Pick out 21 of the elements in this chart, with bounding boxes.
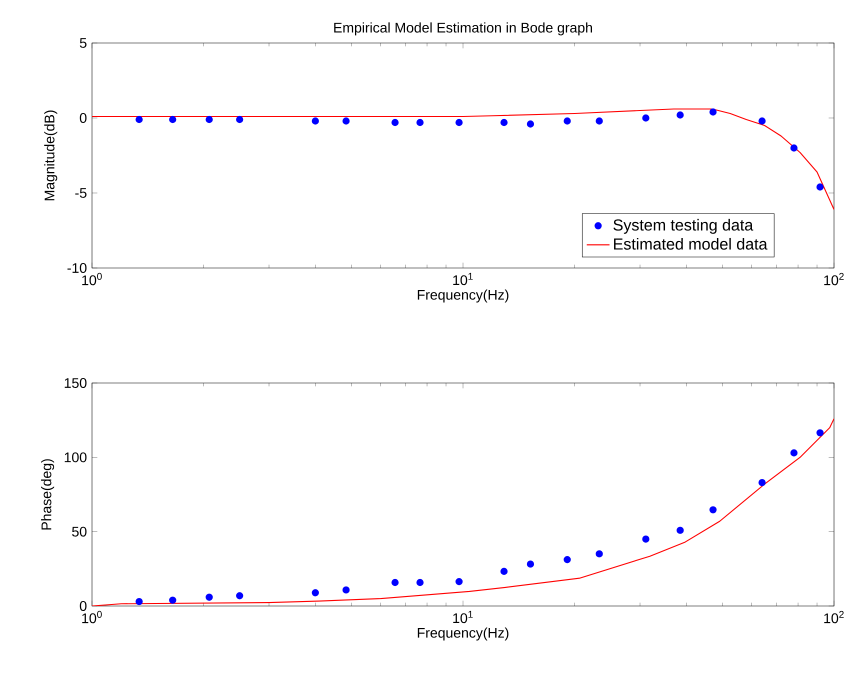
- y-axis-title: Magnitude(dB): [44, 110, 58, 200]
- x-tick-label: 10$^{2}$: [824, 610, 844, 624]
- legend-label: Estimated model data: [614, 238, 768, 250]
- y-tick-label: -10: [67, 263, 87, 273]
- x-tick-label: 10$^{1}$: [453, 272, 473, 286]
- x-tick-label: 10$^{2}$: [824, 272, 844, 286]
- y-tick-label: -5: [75, 188, 86, 198]
- x-tick-label: 10$^{1}$: [453, 610, 473, 624]
- chart-title: Empirical Model Estimation in Bode graph: [334, 22, 592, 36]
- y-tick-label: 50: [72, 526, 87, 537]
- y-axis-title: Phase(deg): [41, 459, 54, 530]
- legend-label: System testing data: [613, 218, 754, 234]
- y-tick-label: 0: [80, 113, 87, 123]
- y-tick-label: 5: [80, 38, 86, 48]
- x-tick-label: 10$^{0}$: [82, 610, 102, 624]
- x-tick-label: 10$^{0}$: [82, 272, 102, 286]
- y-tick-label: 100: [64, 452, 87, 462]
- y-tick-label: 150: [64, 378, 87, 388]
- y-tick-label: 0: [80, 601, 87, 611]
- x-axis-title: Frequency(Hz): [418, 289, 508, 303]
- x-axis-title: Frequency(Hz): [418, 627, 508, 641]
